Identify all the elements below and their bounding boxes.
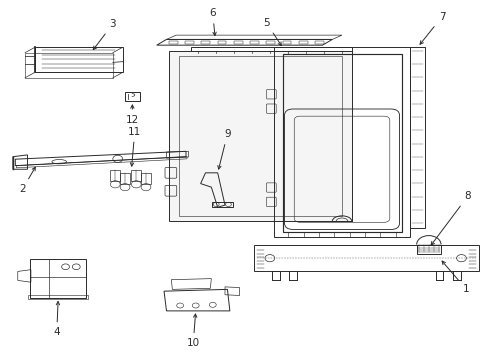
Text: 3: 3	[93, 19, 116, 50]
Text: 10: 10	[186, 314, 200, 348]
Text: 5: 5	[263, 18, 281, 45]
Text: 12: 12	[125, 105, 139, 125]
Text: 4: 4	[53, 301, 60, 337]
Text: 7: 7	[419, 12, 445, 44]
Text: 6: 6	[209, 8, 216, 36]
Text: 2: 2	[20, 167, 35, 194]
Polygon shape	[168, 51, 351, 221]
Text: 1: 1	[441, 261, 468, 294]
Text: 8: 8	[430, 191, 470, 245]
Text: 9: 9	[217, 129, 230, 169]
Text: 11: 11	[128, 127, 141, 166]
